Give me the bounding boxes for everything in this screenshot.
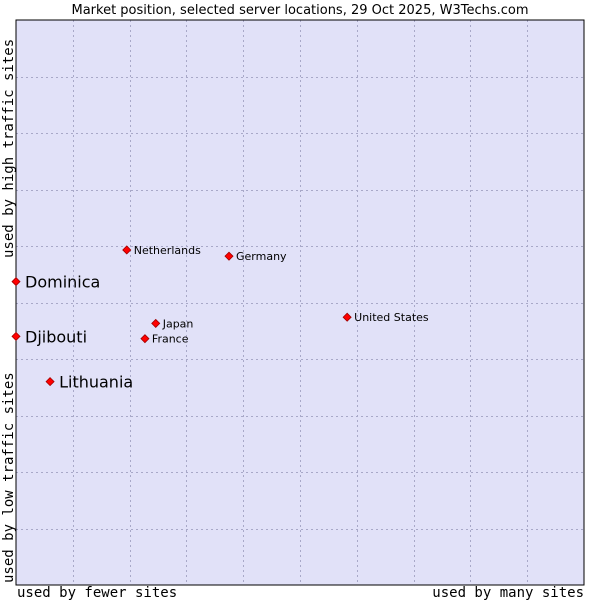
data-points: Netherlands Germany Dominica United States J… bbox=[11, 244, 429, 392]
point-marker-germany bbox=[224, 251, 234, 261]
point-marker-netherlands bbox=[122, 245, 132, 255]
point-marker-djibouti bbox=[11, 331, 21, 341]
point-label-france: France bbox=[152, 333, 189, 346]
point-label-united-states: United States bbox=[354, 311, 429, 324]
point-marker-dominica bbox=[11, 277, 21, 287]
point-label-lithuania: Lithuania bbox=[59, 373, 133, 392]
x-axis-label-right: used by many sites bbox=[432, 585, 584, 600]
grid-lines bbox=[16, 20, 584, 585]
point-label-netherlands: Netherlands bbox=[134, 244, 201, 257]
point-label-germany: Germany bbox=[236, 250, 287, 263]
point-label-djibouti: Djibouti bbox=[25, 327, 87, 346]
point-label-japan: Japan bbox=[162, 317, 194, 330]
x-axis-label-left: used by fewer sites bbox=[17, 585, 177, 600]
y-axis-label-bottom: used by low traffic sites bbox=[1, 372, 17, 583]
point-label-dominica: Dominica bbox=[25, 273, 100, 292]
point-marker-lithuania bbox=[45, 377, 55, 387]
point-marker-japan bbox=[151, 318, 161, 328]
y-axis-label-top: used by high traffic sites bbox=[1, 39, 17, 258]
point-marker-united-states bbox=[342, 312, 352, 322]
point-marker-france bbox=[140, 334, 150, 344]
chart-title: Market position, selected server locatio… bbox=[71, 3, 528, 18]
plot-frame bbox=[15, 19, 585, 586]
